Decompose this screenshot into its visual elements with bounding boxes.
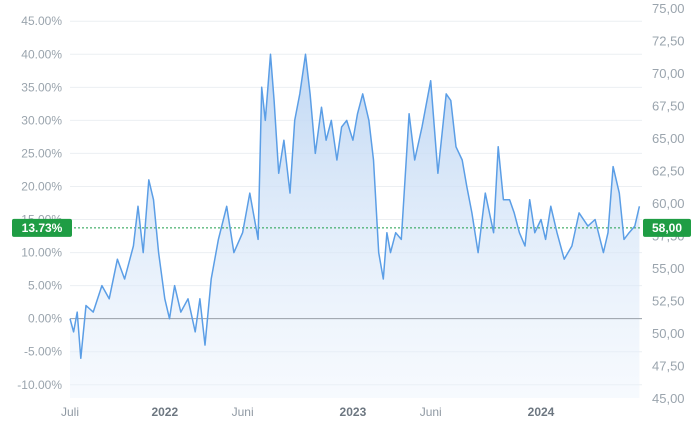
left-tick-label: 35.00% — [21, 80, 62, 94]
left-tick-label: -10.00% — [17, 378, 62, 392]
right-tick-label: 75,00 — [652, 1, 685, 16]
right-tick-label: 45,00 — [652, 391, 685, 406]
left-tick-label: 25.00% — [21, 146, 62, 160]
x-tick-label: Juli — [61, 405, 79, 419]
x-tick-label: Juni — [420, 405, 442, 419]
x-tick-label: 2024 — [528, 405, 555, 419]
current-percent-badge: 13.73% — [12, 218, 72, 237]
x-tick-label: 2022 — [151, 405, 178, 419]
left-tick-label: 10.00% — [21, 246, 62, 260]
left-tick-label: 0.00% — [28, 312, 62, 326]
right-tick-label: 62,50 — [652, 164, 685, 179]
left-tick-label: 45.00% — [21, 14, 62, 28]
left-tick-label: 30.00% — [21, 113, 62, 127]
right-tick-label: 67,50 — [652, 99, 685, 114]
x-axis: Juli 2022 Juni 2023 Juni 2024 — [61, 405, 555, 419]
right-tick-label: 60,00 — [652, 196, 685, 211]
series-line[interactable] — [69, 53, 641, 360]
right-tick-label: 52,50 — [652, 294, 685, 309]
left-tick-label: 20.00% — [21, 179, 62, 193]
right-tick-label: 47,50 — [652, 359, 685, 374]
x-tick-label: 2023 — [340, 405, 367, 419]
right-axis: 75,0072,5070,0067,5065,0062,5060,0057,50… — [652, 1, 685, 406]
left-axis: 45.00%40.00%35.00%30.00%25.00%20.00%15.0… — [17, 14, 62, 392]
right-tick-label: 70,00 — [652, 66, 685, 81]
current-price-badge: 58,00 — [643, 218, 691, 237]
series-area — [70, 54, 640, 399]
left-tick-label: 40.00% — [21, 47, 62, 61]
current-percent-label: 13.73% — [22, 221, 63, 235]
left-tick-label: -5.00% — [24, 345, 62, 359]
right-tick-label: 55,00 — [652, 261, 685, 276]
current-price-label: 58,00 — [652, 221, 682, 235]
right-tick-label: 50,00 — [652, 326, 685, 341]
left-tick-label: 5.00% — [28, 279, 62, 293]
right-tick-label: 72,50 — [652, 34, 685, 49]
x-tick-label: Juni — [232, 405, 254, 419]
right-tick-label: 65,00 — [652, 131, 685, 146]
